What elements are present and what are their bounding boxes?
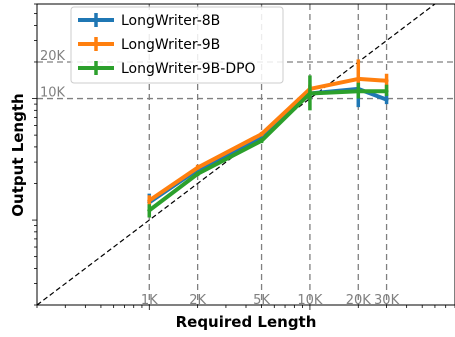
vertical-ref-label: 2K bbox=[189, 293, 206, 308]
series-LongWriter-9B-DPO bbox=[147, 75, 389, 218]
data-point bbox=[259, 132, 264, 136]
plot-frame bbox=[36, 3, 455, 306]
series-line bbox=[147, 76, 389, 203]
data-point bbox=[195, 165, 200, 170]
legend: LongWriter-8B LongWriter-9B LongWriter-9B-… bbox=[70, 6, 284, 84]
data-point bbox=[384, 97, 389, 102]
legend-item: LongWriter-9B-DPO bbox=[78, 61, 256, 77]
data-point bbox=[384, 78, 389, 83]
series-layer bbox=[147, 59, 389, 218]
vertical-ref-label: 5K bbox=[253, 293, 270, 308]
horizontal-ref-label: 10K bbox=[40, 86, 66, 101]
legend-box bbox=[70, 6, 284, 84]
legend-label: LongWriter-9B bbox=[121, 37, 220, 53]
legend-label: LongWriter-9B-DPO bbox=[121, 61, 256, 77]
data-point bbox=[384, 89, 389, 93]
legend-label: LongWriter-8B bbox=[121, 13, 220, 29]
data-point bbox=[147, 208, 152, 213]
vertical-ref-label: 20K bbox=[346, 293, 372, 308]
data-point bbox=[195, 172, 200, 176]
legend-item: LongWriter-8B bbox=[78, 13, 220, 29]
x-axis-label: Required Length bbox=[176, 313, 317, 331]
data-point bbox=[356, 77, 361, 81]
horizontal-ref-label: 20K bbox=[40, 49, 66, 64]
y-axis-label: Output Length bbox=[9, 93, 27, 216]
data-point bbox=[147, 198, 152, 203]
vertical-ref-label: 30K bbox=[374, 293, 400, 308]
series-line bbox=[147, 89, 389, 213]
vertical-ref-label: 10K bbox=[297, 293, 323, 308]
legend-item: LongWriter-9B bbox=[78, 37, 220, 53]
data-point bbox=[308, 91, 312, 96]
data-point bbox=[259, 138, 264, 143]
series-LongWriter-8B bbox=[147, 82, 389, 209]
vertical-ref-label: 1K bbox=[141, 293, 158, 308]
data-point bbox=[356, 89, 361, 93]
